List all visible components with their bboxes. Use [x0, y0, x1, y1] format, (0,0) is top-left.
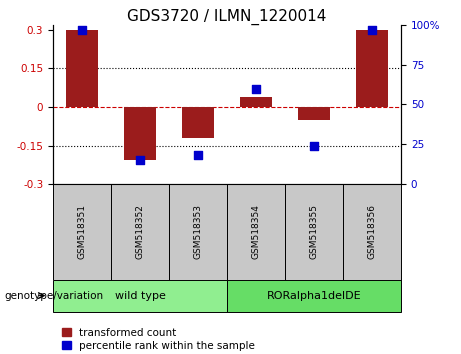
Bar — [227, 184, 285, 280]
Bar — [356, 30, 388, 107]
Bar — [66, 30, 98, 107]
Point — [252, 86, 260, 91]
Text: wild type: wild type — [115, 291, 165, 301]
Bar — [169, 184, 227, 280]
Text: RORalpha1delDE: RORalpha1delDE — [267, 291, 361, 301]
Text: GSM518353: GSM518353 — [194, 204, 202, 259]
Bar — [227, 280, 401, 312]
Bar — [343, 184, 401, 280]
Bar — [298, 107, 330, 120]
Text: GSM518351: GSM518351 — [77, 204, 87, 259]
Bar — [124, 107, 156, 160]
Text: GSM518356: GSM518356 — [367, 204, 377, 259]
Legend: transformed count, percentile rank within the sample: transformed count, percentile rank withi… — [58, 324, 259, 354]
Point — [136, 157, 144, 163]
Bar — [111, 184, 169, 280]
Text: genotype/variation: genotype/variation — [5, 291, 104, 301]
Bar — [285, 184, 343, 280]
Text: GSM518352: GSM518352 — [136, 204, 145, 259]
Bar — [182, 107, 214, 138]
Point — [368, 27, 376, 32]
Bar — [53, 280, 227, 312]
Text: GSM518354: GSM518354 — [252, 204, 260, 259]
Point — [78, 27, 86, 32]
Text: GSM518355: GSM518355 — [309, 204, 319, 259]
Title: GDS3720 / ILMN_1220014: GDS3720 / ILMN_1220014 — [127, 8, 327, 25]
Point — [310, 143, 318, 149]
Bar — [53, 184, 111, 280]
Point — [195, 153, 202, 158]
Bar — [240, 97, 272, 107]
